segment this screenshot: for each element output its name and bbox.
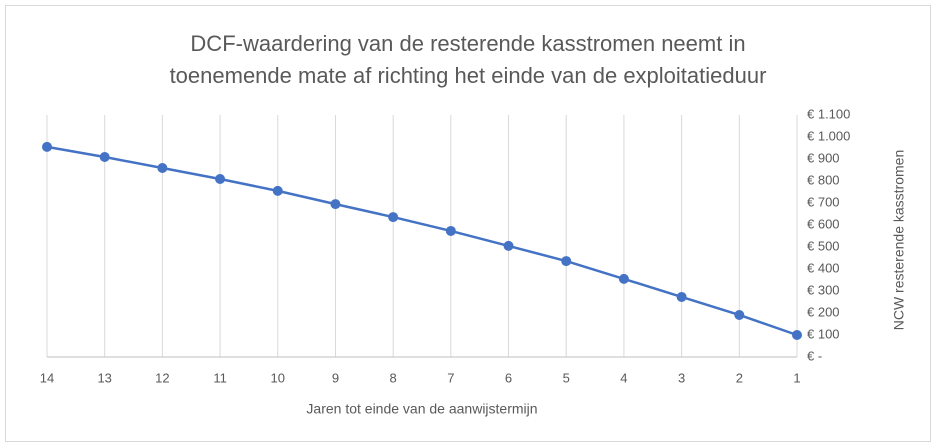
x-tick-label: 6	[505, 370, 512, 385]
x-tick-label: 12	[155, 370, 169, 385]
y-axis-title: NCW resterende kasstromen	[891, 150, 907, 331]
y-tick-label: € -	[807, 348, 822, 363]
y-tick-label: € 700	[807, 194, 840, 209]
x-tick-label: 8	[390, 370, 397, 385]
y-tick-label: € 400	[807, 260, 840, 275]
data-point	[618, 273, 629, 284]
x-tick-label: 13	[97, 370, 111, 385]
data-point	[42, 141, 52, 152]
x-tick-label: 4	[620, 370, 627, 385]
x-tick-label: 2	[736, 370, 743, 385]
y-tick-label: € 900	[807, 150, 840, 165]
data-line	[46, 145, 798, 337]
chart-title: DCF-waardering van de resterende kasstro…	[190, 31, 745, 56]
data-point	[99, 152, 110, 163]
x-axis-title: Jaren tot einde van de aanwijstermijn	[306, 401, 537, 417]
data-point	[503, 240, 514, 251]
x-tick-label: 3	[678, 370, 685, 385]
x-tick-label: 14	[40, 370, 54, 385]
y-tick-label: € 300	[807, 282, 840, 297]
y-tick-label: € 800	[807, 172, 840, 187]
x-tick-label: 5	[563, 370, 570, 385]
data-point	[792, 330, 802, 340]
y-tick-label: € 1.000	[807, 128, 850, 143]
data-point	[445, 225, 456, 236]
x-tick-label: 10	[271, 370, 285, 385]
data-point	[561, 256, 572, 267]
chart-title: toenemende mate af richting het einde va…	[170, 63, 767, 88]
x-tick-label: 1	[793, 370, 800, 385]
data-point	[272, 185, 283, 196]
y-tick-label: € 600	[807, 216, 840, 231]
data-point	[215, 174, 226, 185]
data-point	[388, 212, 399, 223]
y-tick-label: € 1.100	[807, 106, 850, 121]
data-point	[157, 163, 168, 174]
y-tick-label: € 500	[807, 238, 840, 253]
y-tick-label: € 200	[807, 304, 840, 319]
y-tick-label: € 100	[807, 326, 840, 341]
chart-frame	[5, 5, 931, 442]
x-tick-label: 7	[447, 370, 454, 385]
x-tick-label: 9	[332, 370, 339, 385]
data-point	[676, 291, 687, 302]
x-tick-label: 11	[213, 370, 227, 385]
data-point	[330, 199, 341, 210]
data-point	[734, 309, 745, 320]
